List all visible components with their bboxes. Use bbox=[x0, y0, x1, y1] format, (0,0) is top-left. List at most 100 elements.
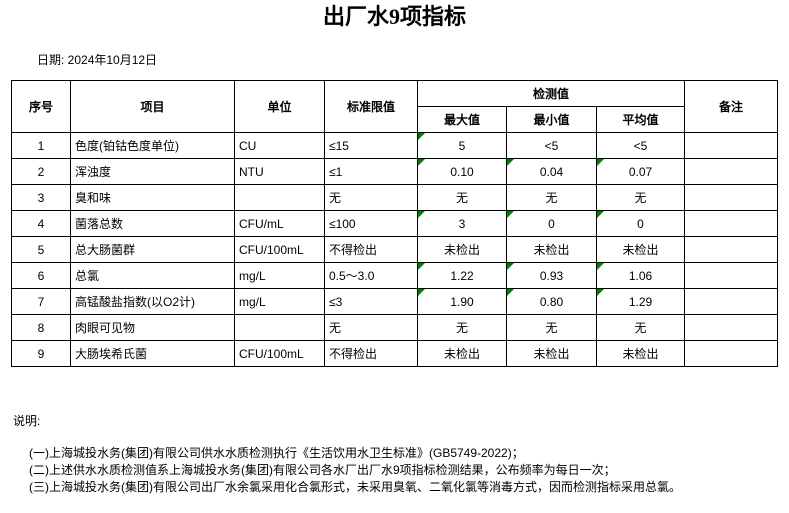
cell-max: 1.22 bbox=[417, 262, 507, 289]
cell-min: 0.04 bbox=[506, 158, 597, 185]
cell-no-text: 7 bbox=[37, 294, 45, 309]
notes-label: 说明: bbox=[13, 414, 41, 428]
cell-no-text: 6 bbox=[37, 268, 45, 283]
cell-unit: CFU/mL bbox=[234, 210, 325, 237]
cell-no-text: 3 bbox=[37, 190, 45, 205]
cell-limit-text: 不得检出 bbox=[329, 242, 378, 257]
cell-remark bbox=[684, 288, 778, 315]
cell-unit bbox=[234, 184, 325, 211]
cell-max: 未检出 bbox=[417, 340, 507, 367]
green-triangle-marker bbox=[418, 289, 425, 296]
cell-item-text: 高锰酸盐指数(以O2计) bbox=[75, 294, 196, 309]
cell-avg-text: 0 bbox=[637, 216, 644, 231]
cell-max-text: 未检出 bbox=[443, 242, 480, 257]
cell-remark bbox=[684, 210, 778, 237]
cell-max-text: 1.90 bbox=[450, 294, 474, 309]
cell-max-text: 0.10 bbox=[450, 164, 474, 179]
cell-limit-text: ≤3 bbox=[329, 294, 343, 309]
cell-limit-text: 无 bbox=[329, 190, 342, 205]
cell-min: <5 bbox=[506, 132, 597, 159]
green-triangle-marker bbox=[507, 263, 514, 270]
cell-min: 0.80 bbox=[506, 288, 597, 315]
cell-max-text: 未检出 bbox=[443, 346, 480, 361]
table-row: 4 菌落总数 CFU/mL ≤100 3 0 0 bbox=[11, 210, 778, 237]
cell-min: 无 bbox=[506, 184, 597, 211]
green-triangle-marker bbox=[507, 211, 514, 218]
cell-min-text: 0.93 bbox=[539, 268, 564, 283]
header-item: 项目 bbox=[70, 80, 235, 133]
cell-no-text: 1 bbox=[37, 138, 45, 153]
cell-min: 0 bbox=[506, 210, 597, 237]
cell-avg: <5 bbox=[596, 132, 685, 159]
cell-item: 色度(铂钴色度单位) bbox=[70, 132, 235, 159]
cell-min-text: 未检出 bbox=[533, 242, 570, 257]
cell-max-text: 5 bbox=[458, 138, 466, 153]
cell-limit-text: 不得检出 bbox=[329, 346, 378, 361]
header-max: 最大值 bbox=[417, 106, 507, 133]
cell-unit: NTU bbox=[234, 158, 325, 185]
cell-unit: mg/L bbox=[234, 262, 325, 289]
header-row-top: 序号 项目 单位 标准限值 检测值 备注 bbox=[11, 80, 778, 133]
cell-no: 7 bbox=[11, 288, 71, 315]
cell-max-text: 无 bbox=[455, 190, 468, 205]
cell-avg: 1.29 bbox=[596, 288, 685, 315]
note-line-1: (一)上海城投水务(集团)有限公司供水水质检测执行《生活饮用水卫生标准》(GB5… bbox=[29, 446, 524, 460]
table-row: 1 色度(铂钴色度单位) CU ≤15 5 <5 <5 bbox=[11, 132, 778, 159]
cell-item-text: 大肠埃希氏菌 bbox=[75, 346, 148, 361]
header-row-sub: 最大值 最小值 平均值 bbox=[12, 106, 778, 133]
table-header: 序号 项目 单位 标准限值 检测值 备注 最大值 最小值 平均值 bbox=[11, 80, 778, 133]
cell-avg: 无 bbox=[596, 314, 685, 341]
cell-min-text: 未检出 bbox=[533, 346, 570, 361]
cell-item: 浑浊度 bbox=[70, 158, 235, 185]
cell-avg-text: 无 bbox=[634, 320, 647, 335]
cell-limit: 不得检出 bbox=[324, 236, 418, 263]
cell-limit: 无 bbox=[324, 314, 418, 341]
cell-no: 1 bbox=[11, 132, 71, 159]
cell-avg-text: 未检出 bbox=[622, 346, 659, 361]
cell-limit: ≤3 bbox=[324, 288, 418, 315]
cell-item-text: 臭和味 bbox=[75, 190, 112, 205]
cell-avg: 无 bbox=[596, 184, 685, 211]
cell-max: 5 bbox=[417, 132, 507, 159]
cell-item-text: 菌落总数 bbox=[75, 216, 124, 231]
green-triangle-marker bbox=[597, 159, 604, 166]
cell-unit: CFU/100mL bbox=[234, 236, 325, 263]
cell-unit-text: mg/L bbox=[239, 268, 266, 283]
cell-limit: ≤15 bbox=[324, 132, 418, 159]
header-min: 最小值 bbox=[506, 106, 597, 133]
cell-limit-text: ≤15 bbox=[329, 138, 349, 153]
green-triangle-marker bbox=[418, 159, 425, 166]
cell-item: 大肠埃希氏菌 bbox=[70, 340, 235, 367]
cell-max-text: 3 bbox=[458, 216, 466, 231]
cell-limit: 不得检出 bbox=[324, 340, 418, 367]
cell-no-text: 2 bbox=[37, 164, 45, 179]
cell-remark bbox=[684, 340, 778, 367]
cell-min: 未检出 bbox=[506, 340, 597, 367]
cell-remark bbox=[684, 262, 778, 289]
cell-item-text: 总氯 bbox=[75, 268, 100, 283]
cell-item: 臭和味 bbox=[70, 184, 235, 211]
cell-avg-text: <5 bbox=[633, 138, 648, 153]
cell-min-text: 0.04 bbox=[539, 164, 564, 179]
cell-min-text: 无 bbox=[545, 190, 558, 205]
cell-unit: CFU/100mL bbox=[234, 340, 325, 367]
cell-avg-text: 未检出 bbox=[622, 242, 659, 257]
cell-limit: ≤1 bbox=[324, 158, 418, 185]
cell-min-text: 0.80 bbox=[539, 294, 564, 309]
cell-remark bbox=[684, 158, 778, 185]
cell-item-text: 色度(铂钴色度单位) bbox=[75, 138, 179, 153]
cell-no-text: 4 bbox=[37, 216, 45, 231]
cell-max: 3 bbox=[417, 210, 507, 237]
cell-item: 总氯 bbox=[70, 262, 235, 289]
cell-item-text: 浑浊度 bbox=[75, 164, 112, 179]
cell-avg: 1.06 bbox=[596, 262, 685, 289]
cell-max: 未检出 bbox=[417, 236, 507, 263]
cell-item: 肉眼可见物 bbox=[70, 314, 235, 341]
cell-unit-text: mg/L bbox=[239, 294, 266, 309]
cell-unit: CU bbox=[234, 132, 325, 159]
cell-no: 9 bbox=[11, 340, 71, 367]
date-label: 日期: 2024年10月12日 bbox=[37, 53, 158, 67]
note-line-3: (三)上海城投水务(集团)有限公司出厂水余氯采用化合氯形式，未采用臭氧、二氧化氯… bbox=[29, 480, 681, 494]
green-triangle-marker bbox=[507, 159, 514, 166]
cell-min: 未检出 bbox=[506, 236, 597, 263]
